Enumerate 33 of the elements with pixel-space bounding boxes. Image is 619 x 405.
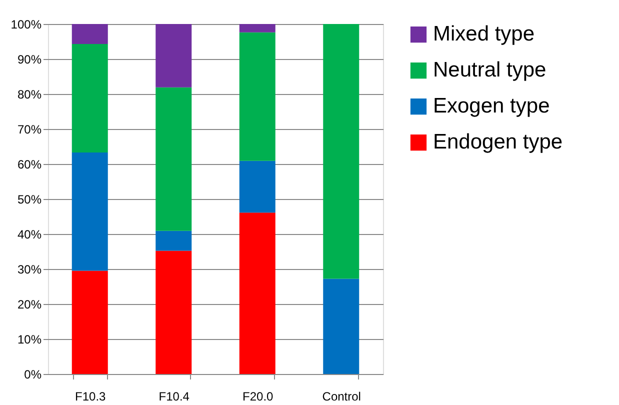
legend-label: Mixed type	[433, 22, 535, 46]
bar	[156, 250, 192, 374]
bar	[156, 24, 192, 88]
y-tick-label: 10%	[17, 332, 42, 346]
bar	[323, 24, 360, 279]
x-tick-label: Control	[322, 390, 361, 404]
x-tick-label: F10.3	[75, 390, 106, 404]
bar	[72, 152, 108, 271]
legend-label: Exogen type	[433, 94, 550, 118]
y-tick-label: 100%	[10, 18, 42, 32]
y-tick-label: 90%	[17, 52, 42, 66]
bar	[239, 32, 276, 161]
bar	[239, 212, 276, 374]
bar	[239, 160, 276, 213]
bar	[323, 278, 360, 374]
bar	[156, 230, 192, 251]
x-tick-label: F20.0	[242, 390, 274, 404]
x-tick-label: F10.4	[158, 390, 190, 404]
y-tick-label: 60%	[17, 158, 42, 172]
y-tick-label: 70%	[17, 122, 42, 136]
y-tick-label: 80%	[17, 88, 42, 102]
y-tick-label: 40%	[17, 228, 42, 242]
y-tick-label: 0%	[24, 368, 42, 382]
y-tick-label: 20%	[17, 298, 42, 312]
bar	[156, 87, 192, 231]
bar	[72, 270, 108, 374]
bar	[72, 24, 108, 44]
legend-label: Endogen type	[433, 130, 563, 154]
legend-label: Neutral type	[433, 58, 546, 82]
y-tick-label: 50%	[17, 192, 42, 206]
bar	[239, 24, 276, 32]
y-tick-label: 30%	[17, 262, 42, 276]
bar	[72, 44, 108, 152]
